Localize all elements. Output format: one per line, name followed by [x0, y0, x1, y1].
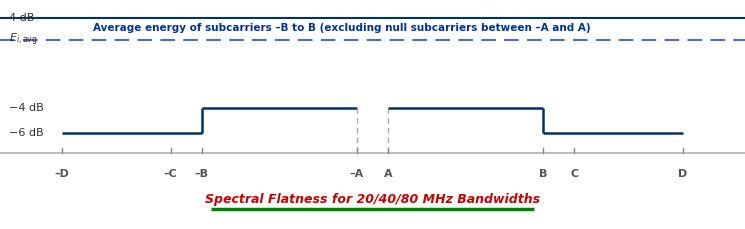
Text: –A: –A: [350, 169, 364, 179]
Text: –C: –C: [164, 169, 177, 179]
Text: D: D: [678, 169, 688, 179]
Text: Average energy of subcarriers –B to B (excluding null subcarriers between –A and: Average energy of subcarriers –B to B (e…: [93, 23, 591, 33]
Text: Spectral Flatness for 20/40/80 MHz Bandwidths: Spectral Flatness for 20/40/80 MHz Bandw…: [205, 193, 540, 206]
Text: −6 dB: −6 dB: [10, 128, 44, 138]
Text: C: C: [570, 169, 578, 179]
Text: −4 dB: −4 dB: [10, 104, 44, 114]
Text: –B: –B: [194, 169, 209, 179]
Text: –D: –D: [54, 169, 69, 179]
Text: 4 dB: 4 dB: [10, 13, 35, 23]
Text: A: A: [384, 169, 393, 179]
Text: $E_{i,\mathsf{avg}}$: $E_{i,\mathsf{avg}}$: [10, 32, 38, 48]
Text: B: B: [539, 169, 548, 179]
